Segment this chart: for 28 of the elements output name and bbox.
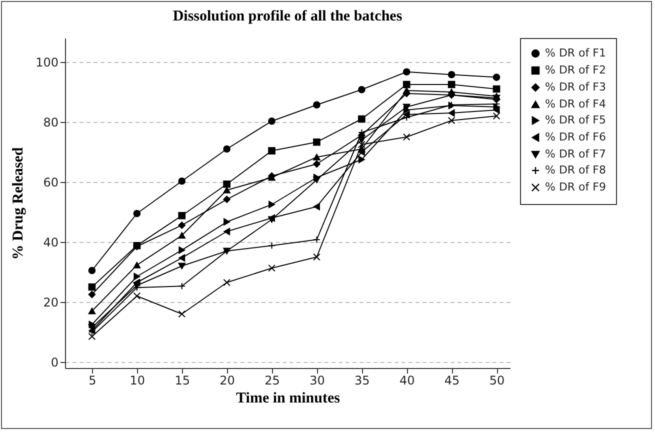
legend-label: % DR of F8 <box>545 164 606 176</box>
y-tick-label: 0 <box>50 356 58 370</box>
x-tick-label: 20 <box>220 374 235 388</box>
legend-label: % DR of F1 <box>545 46 606 60</box>
legend-label: % DR of F9 <box>545 180 606 194</box>
legend-label: % DR of F4 <box>545 98 606 110</box>
x-tick-label: 15 <box>174 374 190 388</box>
x-axis-title: Time in minutes <box>236 390 340 406</box>
x-tick-label: 35 <box>354 374 370 388</box>
y-tick-label: 20 <box>43 296 58 310</box>
y-tick-label: 100 <box>36 56 58 70</box>
x-tick-label: 10 <box>130 374 146 388</box>
x-tick-label: 5 <box>88 374 96 388</box>
x-tick-label: 25 <box>264 374 280 388</box>
y-tick-label: 80 <box>43 116 58 130</box>
y-tick-label: 60 <box>43 176 58 190</box>
legend-label: % DR of F5 <box>545 114 606 126</box>
x-tick-label: 45 <box>444 374 460 388</box>
y-axis-title: % Drug Released <box>10 146 27 260</box>
x-tick-label: 50 <box>489 374 505 388</box>
legend-label: % DR of F2 <box>545 64 606 76</box>
x-tick-label: 30 <box>310 374 325 388</box>
legend-label: % DR of F6 <box>545 130 606 144</box>
y-tick-label: 40 <box>43 236 58 250</box>
legend-label: % DR of F3 <box>545 80 606 94</box>
chart-title: Dissolution profile of all the batches <box>172 8 402 24</box>
legend-label: % DR of F7 <box>545 148 606 160</box>
x-tick-label: 40 <box>399 374 415 388</box>
